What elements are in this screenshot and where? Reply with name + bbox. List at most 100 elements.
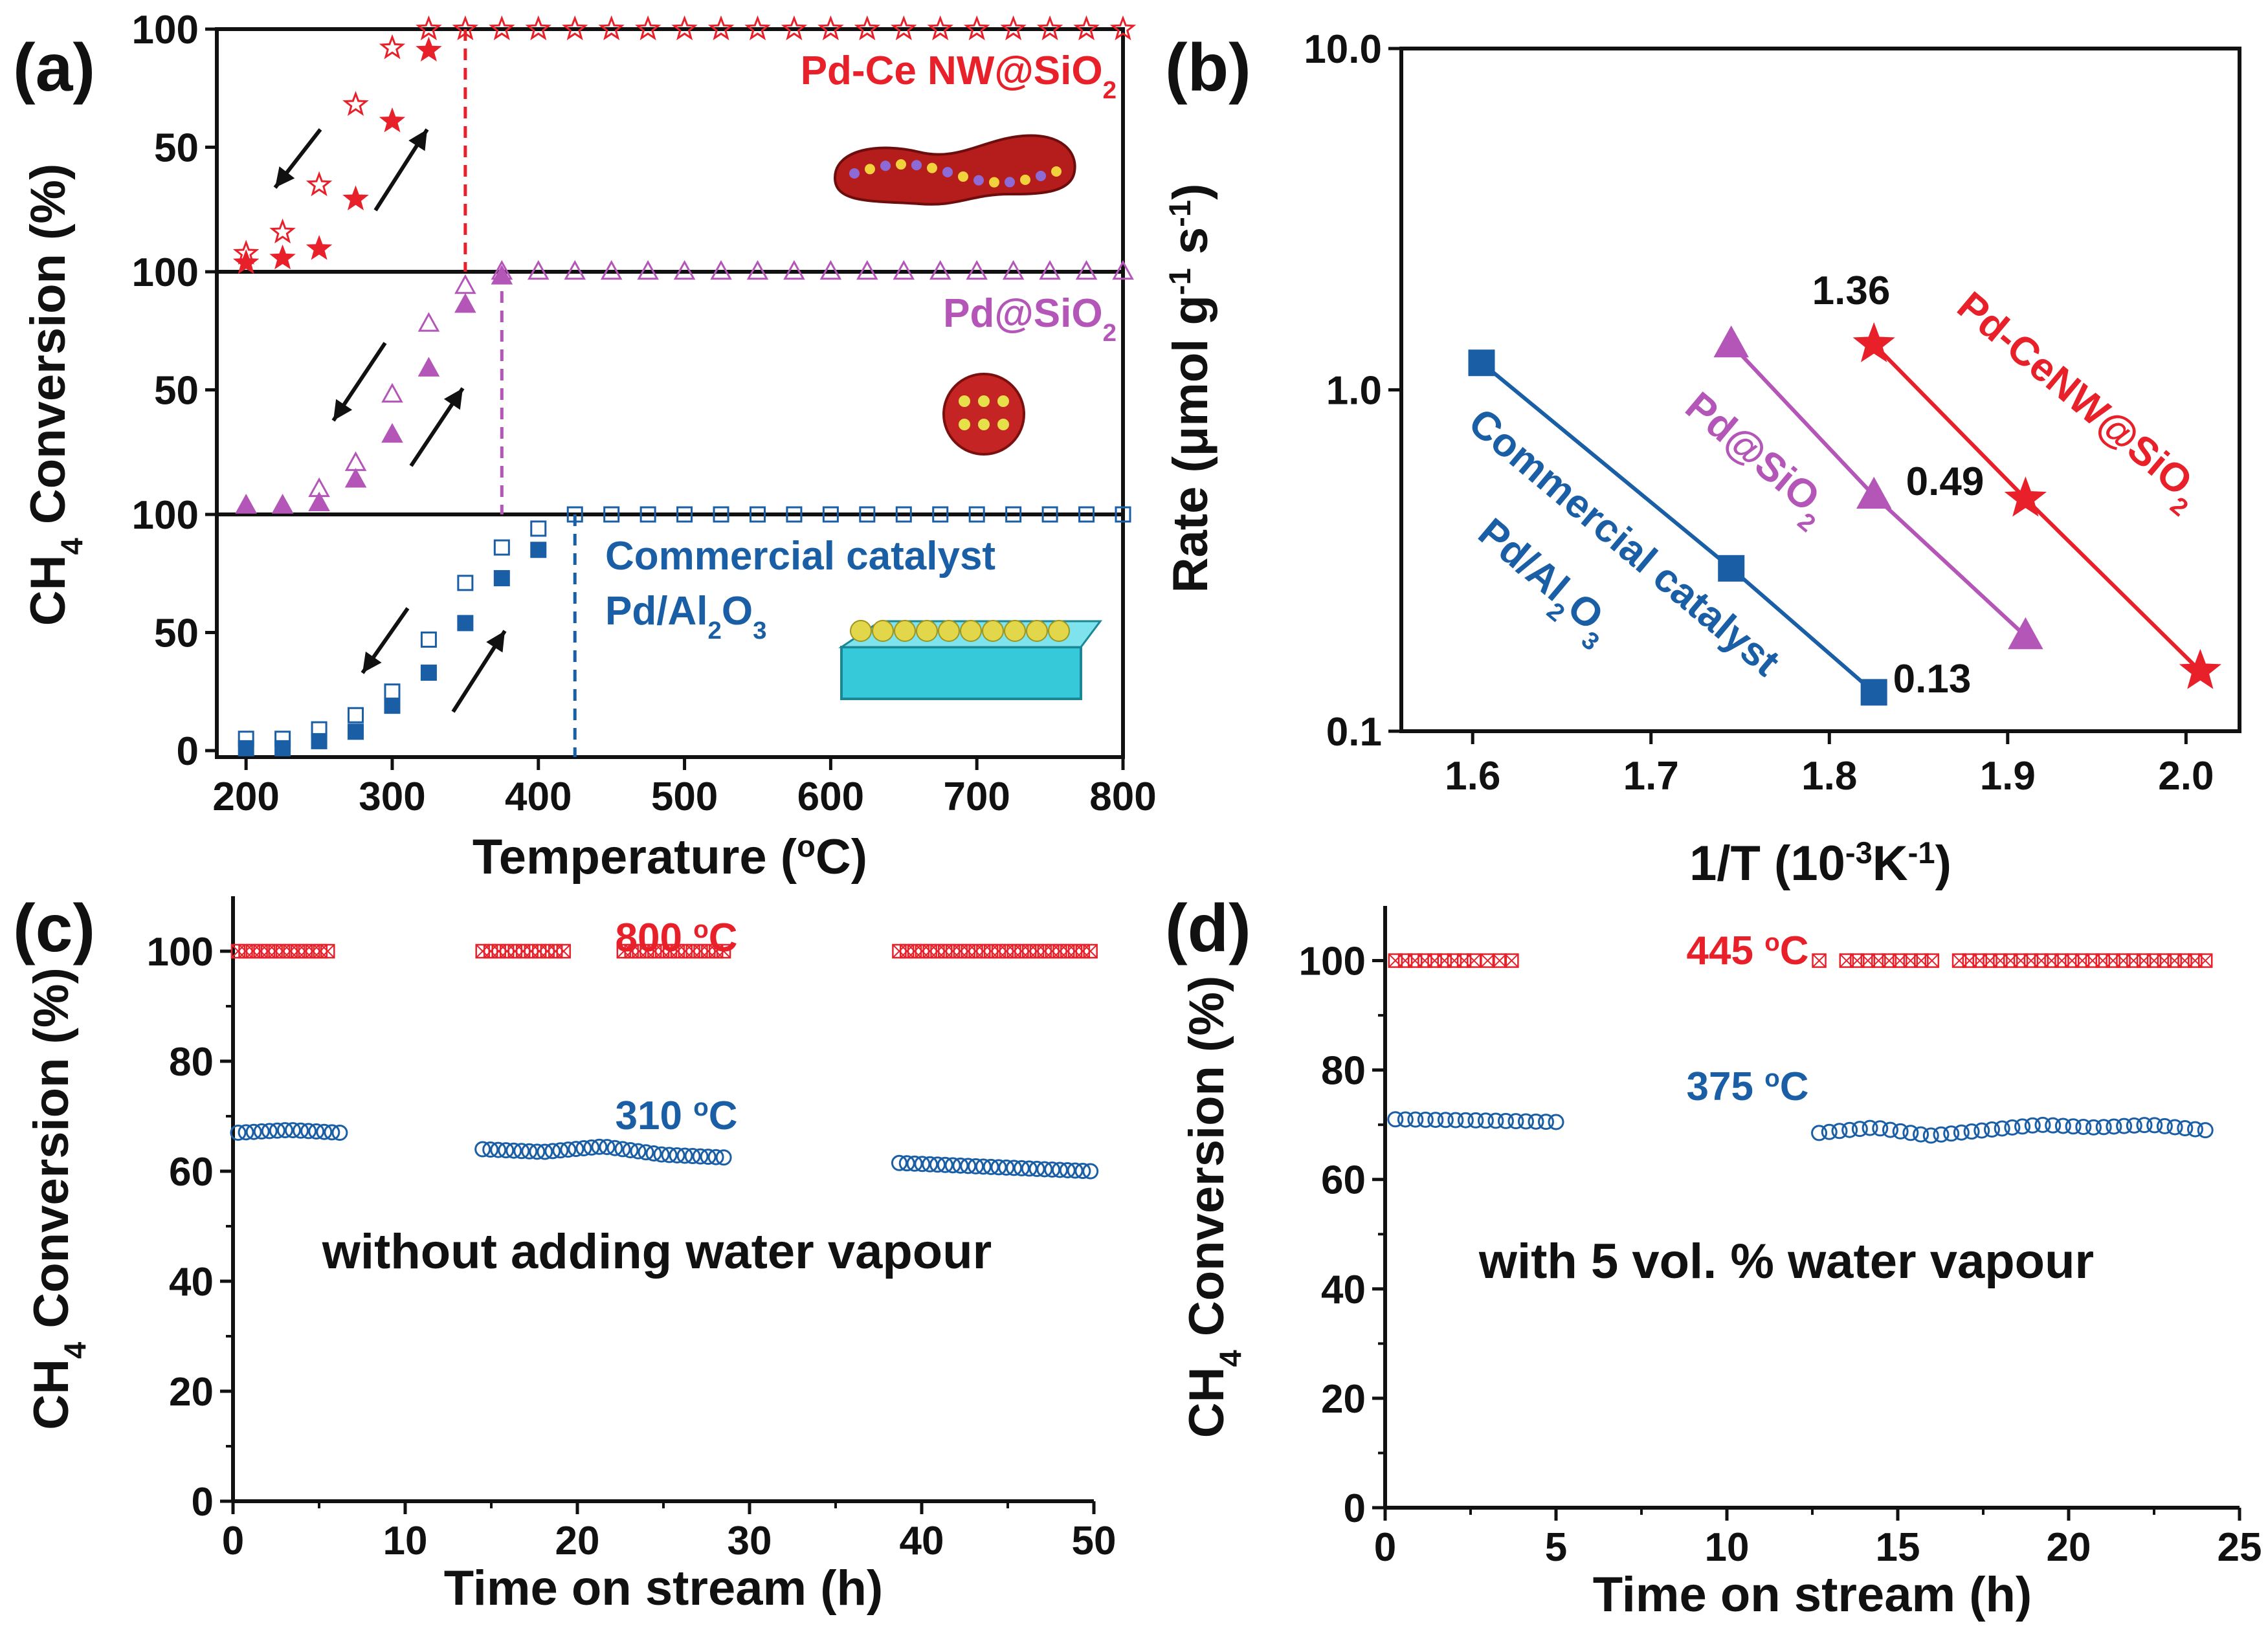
- x-tick-label: 0: [1374, 1525, 1396, 1570]
- data-point: [983, 1158, 999, 1175]
- data-point: [929, 1156, 946, 1173]
- condition-label: with 5 vol. % water vapour: [1478, 1234, 2094, 1289]
- cooling-point: [1073, 15, 1100, 41]
- nanowire-illustration: [833, 134, 1076, 206]
- y-axis-title: CH4 Conversion (%): [1179, 976, 1247, 1438]
- cooling-point: [600, 259, 623, 280]
- cooling-point: [966, 259, 988, 280]
- cooling-point: [566, 506, 583, 523]
- data-point: [632, 943, 647, 959]
- data-point: [922, 1156, 939, 1173]
- data-point: [701, 943, 716, 959]
- data-point: [245, 943, 261, 959]
- data-point: [937, 1156, 953, 1173]
- data-point: [2177, 1120, 2194, 1137]
- data-point: [320, 943, 335, 959]
- annotation: 0.49: [1906, 459, 1984, 504]
- x-tick-label: 10: [383, 1519, 428, 1563]
- data-point: [474, 1141, 491, 1158]
- data-point: [316, 1123, 333, 1140]
- cooling-point: [781, 15, 808, 41]
- data-point: [953, 943, 968, 959]
- x-tick-label: 5: [1545, 1525, 1567, 1570]
- cooling-point: [454, 274, 476, 294]
- temperature-label: 800 oC: [616, 916, 738, 961]
- data-point: [1924, 953, 1940, 968]
- data-point: [669, 1147, 685, 1163]
- cooling-point: [603, 506, 620, 523]
- heating-point: [530, 542, 547, 558]
- x-tick-label: 200: [212, 775, 279, 819]
- cooling-point: [673, 259, 696, 280]
- data-point: [2156, 1118, 2173, 1134]
- data-point: [1387, 1111, 1404, 1128]
- data-point: [1060, 943, 1075, 959]
- data-point: [906, 1155, 923, 1172]
- heating-point: [238, 740, 254, 756]
- heating-arrow: [373, 128, 429, 212]
- cooling-point: [746, 259, 769, 280]
- data-point: [475, 943, 490, 959]
- data-point: [638, 1144, 654, 1161]
- x-tick-label: 50: [1072, 1519, 1117, 1563]
- data-point: [1922, 1127, 1939, 1144]
- data-point: [308, 1123, 325, 1140]
- cooling-point: [416, 15, 442, 41]
- data-point: [1407, 1111, 1424, 1128]
- cooling-point: [493, 539, 510, 556]
- data-point: [2095, 1119, 2112, 1136]
- y-tick-label: 100: [132, 250, 199, 295]
- cooling-point: [452, 15, 479, 41]
- data-point: [506, 1142, 522, 1159]
- cooling-point: [417, 312, 440, 332]
- data-point: [300, 1123, 317, 1140]
- data-point: [276, 1122, 293, 1139]
- series-label-pd-ce-nw: Pd-Ce NW@SiO2: [801, 49, 1117, 104]
- data-point: [1437, 1112, 1454, 1129]
- data-point: [2166, 1119, 2183, 1136]
- data-point: [1437, 953, 1452, 968]
- data-point: [606, 1140, 623, 1156]
- data-point: [1902, 1125, 1919, 1141]
- subpanel-star: [232, 15, 1137, 274]
- cooling-point: [342, 91, 369, 116]
- panel-label: (c): [13, 891, 95, 966]
- data-point: [1548, 1114, 1564, 1130]
- x-axis-title: Time on stream (h): [444, 1561, 884, 1616]
- data-point: [999, 943, 1014, 959]
- cooling-point: [929, 259, 951, 280]
- y-tick-label: 100: [147, 930, 214, 975]
- cooling-point: [963, 15, 990, 41]
- data-point: [2146, 1117, 2163, 1134]
- x-axis-title: 1/T (10-3K-1): [1689, 835, 1951, 892]
- data-point: [952, 1157, 969, 1174]
- data-point: [313, 943, 328, 959]
- data-point: [930, 943, 945, 959]
- data-point: [2004, 476, 2047, 517]
- data-point: [283, 943, 298, 959]
- data-point: [1014, 943, 1029, 959]
- data-point: [1492, 953, 1507, 968]
- data-point: [630, 1143, 647, 1160]
- heating-point: [269, 244, 296, 270]
- data-point: [1480, 953, 1495, 968]
- data-point: [1528, 1113, 1544, 1130]
- data-point: [915, 943, 930, 959]
- heating-point: [348, 723, 364, 740]
- data-point: [661, 1147, 678, 1163]
- data-point: [1067, 1162, 1084, 1179]
- heating-arrow: [409, 387, 465, 467]
- data-point: [991, 943, 1006, 959]
- data-point: [624, 943, 639, 959]
- data-point: [1507, 1113, 1524, 1130]
- cooling-point: [676, 506, 693, 523]
- data-point: [305, 943, 320, 959]
- data-point: [490, 1141, 507, 1158]
- x-tick-label: 500: [651, 775, 718, 819]
- series-circle: [230, 1122, 1099, 1180]
- y-axis-title: Rate (μmol g-1 s-1): [1162, 184, 1219, 593]
- y-tick-label: 0: [177, 729, 199, 774]
- data-point: [1028, 1160, 1045, 1177]
- x-tick-label: 400: [505, 775, 572, 819]
